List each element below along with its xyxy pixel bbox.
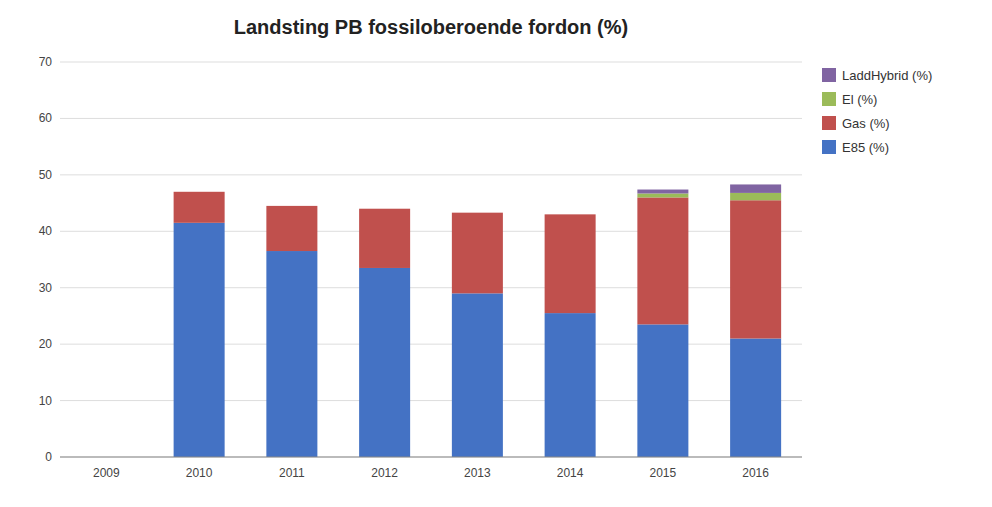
bar-segment	[637, 193, 688, 197]
legend-label: E85 (%)	[842, 140, 889, 155]
grid-line	[60, 231, 802, 232]
bar-segment	[545, 214, 596, 215]
grid-line	[60, 287, 802, 288]
bar-segment	[359, 208, 410, 209]
chart-svg: Landsting PB fossiloberoende fordon (%) 0…	[0, 0, 992, 507]
bar-segment	[545, 313, 596, 457]
x-tick-label: 2009	[93, 466, 120, 480]
bar-segment	[359, 268, 410, 457]
chart-container: Landsting PB fossiloberoende fordon (%) 0…	[0, 0, 992, 507]
grid-line	[60, 400, 802, 401]
title: Landsting PB fossiloberoende fordon (%)	[234, 16, 628, 38]
x-tick-label: 2013	[464, 466, 491, 480]
bar-segment	[730, 184, 781, 192]
bar-segment	[266, 251, 317, 457]
y-tick-label: 0	[45, 450, 52, 464]
bar-segment	[545, 214, 596, 215]
grid-line	[60, 344, 802, 345]
bar-segment	[359, 208, 410, 209]
legend-label: El (%)	[842, 92, 877, 107]
bars	[174, 184, 782, 457]
legend-swatch	[822, 68, 836, 82]
bar-segment	[730, 200, 781, 338]
x-tick-label: 2010	[186, 466, 213, 480]
bar-segment	[174, 191, 225, 192]
bar-segment	[266, 206, 317, 251]
legend-swatch	[822, 140, 836, 154]
bar-segment	[730, 193, 781, 200]
bar-segment	[266, 205, 317, 206]
grid-line	[60, 174, 802, 175]
bar-segment	[359, 209, 410, 268]
bar-segment	[730, 339, 781, 458]
x-tick-label: 2012	[371, 466, 398, 480]
legend: LaddHybrid (%) El (%) Gas (%) E85 (%)	[822, 68, 932, 155]
bar-segment	[452, 213, 503, 294]
bar-segment	[174, 191, 225, 192]
grid	[60, 62, 802, 457]
x-tick-label: 2016	[742, 466, 769, 480]
bar-segment	[452, 212, 503, 213]
y-tick-label: 60	[39, 111, 53, 125]
y-tick-label: 20	[39, 337, 53, 351]
grid-line	[60, 118, 802, 119]
legend-swatch	[822, 92, 836, 106]
bar-segment	[174, 192, 225, 223]
grid-line	[60, 62, 802, 63]
y-tick-label: 10	[39, 394, 53, 408]
bar-segment	[637, 197, 688, 324]
x-tick-label: 2014	[557, 466, 584, 480]
y-tick-label: 40	[39, 224, 53, 238]
bar-segment	[637, 190, 688, 194]
legend-label: LaddHybrid (%)	[842, 68, 932, 83]
bar-segment	[266, 205, 317, 206]
x-tick-label: 2011	[279, 466, 305, 480]
x-tick-label: 2015	[650, 466, 677, 480]
y-tick-label: 70	[39, 55, 53, 69]
bar-segment	[545, 214, 596, 313]
bar-segment	[452, 212, 503, 213]
bar-segment	[637, 324, 688, 457]
bar-segment	[174, 223, 225, 457]
legend-label: Gas (%)	[842, 116, 890, 131]
y-tick-label: 50	[39, 168, 53, 182]
x-axis-line	[60, 457, 802, 458]
bar-segment	[452, 293, 503, 457]
y-tick-label: 30	[39, 281, 53, 295]
legend-swatch	[822, 116, 836, 130]
grid-line	[60, 457, 802, 458]
